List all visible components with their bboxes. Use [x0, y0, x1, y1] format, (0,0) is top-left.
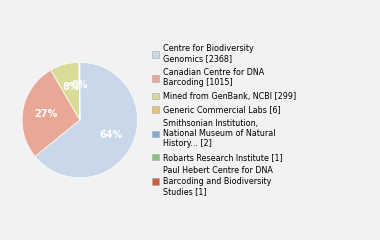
Legend: Centre for Biodiversity
Genomics [2368], Canadian Centre for DNA
Barcoding [1015: Centre for Biodiversity Genomics [2368],… — [152, 44, 296, 196]
Text: 0%: 0% — [71, 80, 88, 90]
Wedge shape — [79, 62, 80, 120]
Text: 64%: 64% — [100, 130, 123, 140]
Text: 27%: 27% — [34, 109, 57, 119]
Wedge shape — [79, 62, 80, 120]
Wedge shape — [22, 70, 80, 156]
Wedge shape — [35, 62, 138, 178]
Wedge shape — [51, 62, 80, 120]
Text: 8%: 8% — [62, 82, 79, 92]
